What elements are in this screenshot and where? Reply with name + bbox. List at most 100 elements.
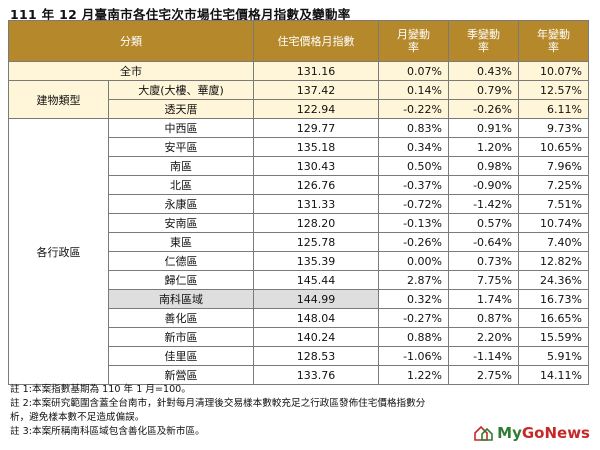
mygonews-logo: My GoNews [473, 424, 590, 442]
cell-monthly: 0.32% [378, 289, 449, 309]
cell-quarterly: 0.57% [448, 213, 519, 233]
cell-quarterly: -0.90% [448, 175, 519, 195]
logo-text-my: My [497, 424, 522, 442]
cell-yearly: 10.74% [518, 213, 589, 233]
group-label: 各行政區 [8, 118, 109, 385]
cell-index: 128.53 [253, 346, 379, 366]
cell-yearly: 5.91% [518, 346, 589, 366]
table-header-row: 分類 住宅價格月指數 月變動率 季變動率 年變動率 [8, 20, 589, 62]
cell-quarterly: -1.42% [448, 194, 519, 214]
cell-index: 128.20 [253, 213, 379, 233]
cell-index: 135.39 [253, 251, 379, 271]
cell-yearly: 14.11% [518, 365, 589, 385]
header-quarterly: 季變動率 [448, 20, 519, 62]
group-label: 建物類型 [8, 80, 109, 119]
cell-yearly: 24.36% [518, 270, 589, 290]
cell-monthly: 1.22% [378, 365, 449, 385]
cell-monthly: 0.07% [378, 61, 449, 81]
cell-yearly: 15.59% [518, 327, 589, 347]
cell-monthly: -0.27% [378, 308, 449, 328]
cell-yearly: 16.65% [518, 308, 589, 328]
cell-index: 130.43 [253, 156, 379, 176]
cell-yearly: 10.07% [518, 61, 589, 81]
cell-quarterly: -1.14% [448, 346, 519, 366]
row-label: 仁德區 [108, 251, 254, 271]
cell-monthly: 0.14% [378, 80, 449, 100]
cell-monthly: 0.00% [378, 251, 449, 271]
row-label: 安南區 [108, 213, 254, 233]
cell-quarterly: 1.74% [448, 289, 519, 309]
table-row: 建物類型 大廈(大樓、華廈) 137.42 0.14% 0.79% 12.57% [8, 80, 589, 119]
cell-yearly: 7.96% [518, 156, 589, 176]
cell-index: 144.99 [253, 289, 379, 309]
cell-monthly: -1.06% [378, 346, 449, 366]
table-row: 新市區 140.24 0.88% 2.20% 15.59% [9, 327, 589, 347]
cell-yearly: 7.25% [518, 175, 589, 195]
row-label: 新營區 [108, 365, 254, 385]
table-row: 永康區 131.33 -0.72% -1.42% 7.51% [9, 194, 589, 214]
row-label: 大廈(大樓、華廈) [108, 80, 254, 100]
cell-yearly: 10.65% [518, 137, 589, 157]
row-label: 南科區域 [108, 289, 254, 309]
cell-quarterly: 7.75% [448, 270, 519, 290]
cell-quarterly: 0.73% [448, 251, 519, 271]
row-label: 永康區 [108, 194, 254, 214]
cell-monthly: 2.87% [378, 270, 449, 290]
footnote: 析，避免樣本數不足造成偏誤。 [10, 412, 145, 423]
cell-yearly: 7.51% [518, 194, 589, 214]
footnotes: 註 1:本案指數基期為 110 年 1 月=100。 註 2:本案研究範圍含蓋全… [10, 383, 595, 439]
cell-quarterly: 0.98% [448, 156, 519, 176]
table-row: 佳里區 128.53 -1.06% -1.14% 5.91% [9, 346, 589, 366]
cell-quarterly: 2.20% [448, 327, 519, 347]
row-label: 安平區 [108, 137, 254, 157]
table-row: 新營區 133.76 1.22% 2.75% 14.11% [9, 365, 589, 385]
cell-quarterly: 0.79% [448, 80, 519, 100]
cell-index: 137.42 [253, 80, 379, 100]
header-index: 住宅價格月指數 [253, 20, 379, 62]
cell-quarterly: 0.43% [448, 61, 519, 81]
cell-index: 145.44 [253, 270, 379, 290]
logo-text-gonews: GoNews [521, 424, 590, 442]
table-row: 東區 125.78 -0.26% -0.64% 7.40% [9, 232, 589, 252]
cell-index: 131.33 [253, 194, 379, 214]
cell-monthly: 0.88% [378, 327, 449, 347]
cell-monthly: -0.22% [378, 99, 449, 119]
cell-yearly: 7.40% [518, 232, 589, 252]
row-label: 全市 [8, 61, 254, 81]
cell-monthly: 0.83% [378, 118, 449, 138]
cell-yearly: 6.11% [518, 99, 589, 119]
row-label: 透天厝 [108, 99, 254, 119]
row-label: 東區 [108, 232, 254, 252]
row-label: 佳里區 [108, 346, 254, 366]
table-row: 善化區 148.04 -0.27% 0.87% 16.65% [9, 308, 589, 328]
cell-index: 129.77 [253, 118, 379, 138]
header-yearly: 年變動率 [518, 20, 589, 62]
price-index-table: 分類 住宅價格月指數 月變動率 季變動率 年變動率 全市 131.16 0.07… [8, 20, 589, 385]
page-title: 111 年 12 月臺南市各住宅次市場住宅價格月指數及變動率 [10, 7, 351, 22]
cell-index: 148.04 [253, 308, 379, 328]
row-label: 新市區 [108, 327, 254, 347]
cell-index: 126.76 [253, 175, 379, 195]
header-category: 分類 [8, 20, 254, 62]
cell-monthly: -0.26% [378, 232, 449, 252]
cell-index: 140.24 [253, 327, 379, 347]
cell-yearly: 12.57% [518, 80, 589, 100]
row-label: 南區 [108, 156, 254, 176]
cell-quarterly: 0.87% [448, 308, 519, 328]
cell-quarterly: 2.75% [448, 365, 519, 385]
row-label: 歸仁區 [108, 270, 254, 290]
cell-monthly: -0.37% [378, 175, 449, 195]
table-row: 南區 130.43 0.50% 0.98% 7.96% [9, 156, 589, 176]
house-icon [474, 425, 493, 441]
cell-index: 131.16 [253, 61, 379, 81]
table-row: 透天厝 122.94 -0.22% -0.26% 6.11% [9, 99, 589, 119]
cell-quarterly: 0.91% [448, 118, 519, 138]
cell-monthly: 0.50% [378, 156, 449, 176]
row-label: 北區 [108, 175, 254, 195]
table-row-all-city: 全市 131.16 0.07% 0.43% 10.07% [8, 61, 589, 81]
cell-index: 133.76 [253, 365, 379, 385]
cell-yearly: 12.82% [518, 251, 589, 271]
cell-yearly: 16.73% [518, 289, 589, 309]
cell-monthly: 0.34% [378, 137, 449, 157]
table-row: 南科區域 144.99 0.32% 1.74% 16.73% [9, 289, 589, 309]
